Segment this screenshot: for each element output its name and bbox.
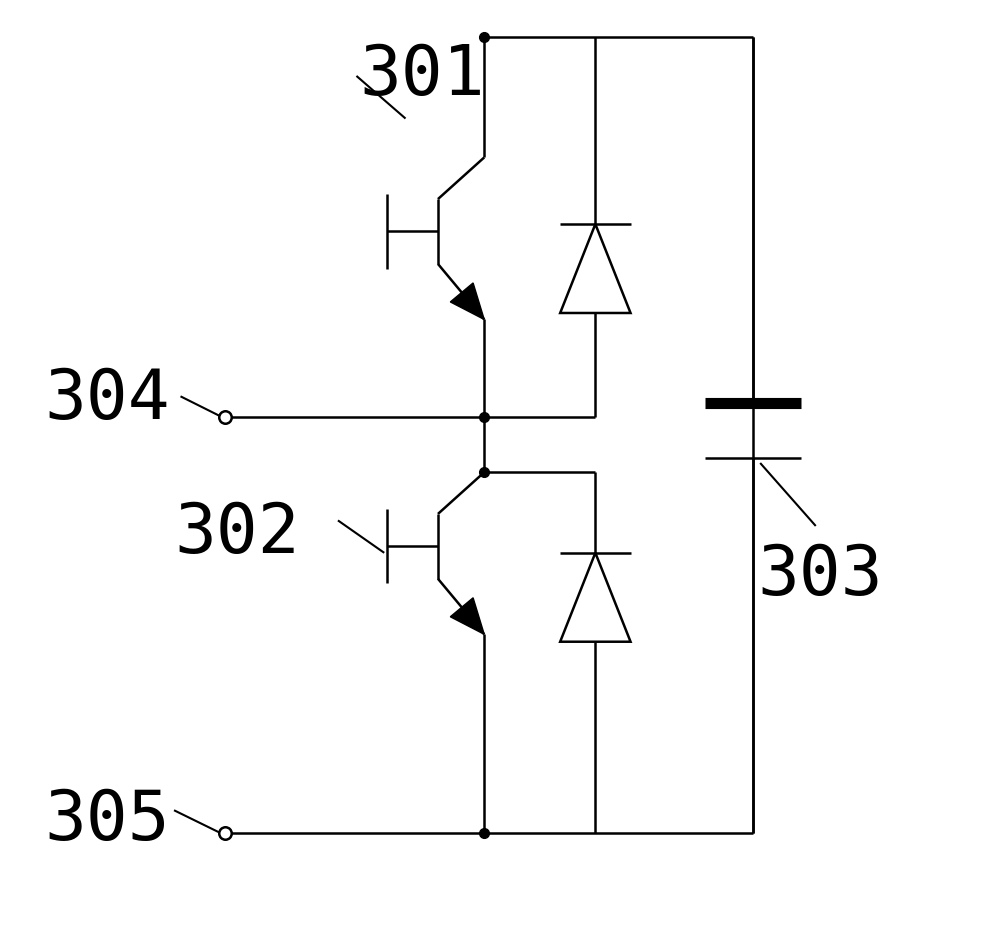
- Polygon shape: [450, 283, 484, 319]
- Polygon shape: [560, 553, 630, 642]
- Polygon shape: [450, 598, 484, 634]
- Text: 301: 301: [359, 42, 484, 108]
- Text: 303: 303: [756, 542, 882, 608]
- Text: 305: 305: [44, 787, 170, 854]
- Text: 304: 304: [44, 366, 170, 432]
- Polygon shape: [560, 224, 630, 313]
- Text: 302: 302: [174, 500, 300, 567]
